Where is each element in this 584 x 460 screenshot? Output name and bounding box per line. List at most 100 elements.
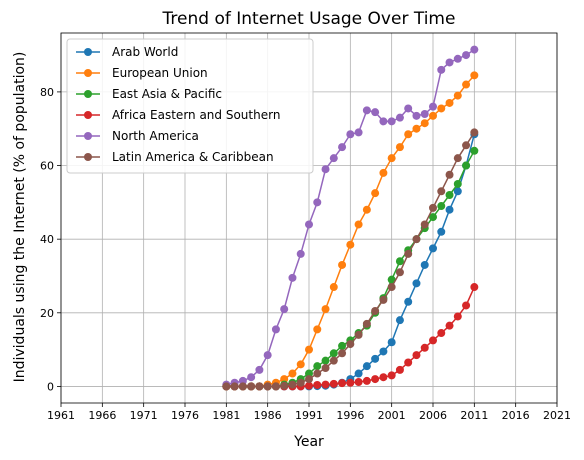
data-point (321, 165, 330, 174)
data-point (395, 257, 404, 266)
data-point (371, 375, 380, 384)
data-point (288, 380, 297, 389)
data-point (222, 382, 231, 391)
legend-label: Arab World (112, 45, 178, 59)
data-point (338, 349, 347, 358)
data-point (305, 220, 313, 229)
data-point (437, 202, 446, 211)
data-point (313, 380, 322, 389)
data-point (462, 141, 471, 150)
data-point (404, 249, 413, 258)
data-point (329, 356, 338, 365)
legend: Arab World European Union East Asia & Paci… (66, 38, 314, 174)
data-point (395, 113, 404, 122)
data-point (346, 130, 355, 139)
data-point (271, 325, 280, 334)
data-point (420, 343, 429, 352)
data-point (354, 330, 363, 339)
data-point (371, 354, 380, 363)
x-tick-label: 1996 (336, 409, 364, 422)
data-point (329, 283, 338, 292)
data-point (263, 351, 272, 360)
legend-entry: Arab World (76, 45, 178, 59)
data-point (453, 187, 462, 196)
legend-entry: North America (76, 129, 199, 143)
y-tick-label: 80 (40, 86, 54, 99)
data-point (445, 205, 454, 214)
data-point (453, 312, 462, 321)
data-point (470, 146, 479, 155)
data-point (321, 305, 330, 314)
legend-label: Africa Eastern and Southern (112, 108, 280, 122)
data-point (247, 382, 256, 391)
data-point (429, 336, 437, 345)
data-point (296, 249, 305, 258)
data-point (445, 190, 454, 199)
data-point (412, 111, 421, 120)
data-point (288, 369, 297, 378)
x-axis-ticks: 1961 1966 1971 1976 1981 1986 1991 1996 2001 2006… (47, 403, 571, 422)
data-point (445, 98, 454, 107)
legend-marker (84, 48, 92, 56)
data-point (305, 345, 313, 354)
data-point (404, 130, 413, 139)
data-point (462, 161, 471, 170)
data-point (338, 379, 347, 388)
legend-box (66, 38, 314, 174)
data-point (387, 283, 396, 292)
data-point (412, 279, 421, 288)
data-point (362, 319, 371, 328)
data-point (470, 283, 479, 292)
data-point (354, 220, 363, 229)
legend-label: East Asia & Pacific (112, 87, 222, 101)
data-point (379, 168, 388, 177)
legend-label: European Union (112, 66, 208, 80)
data-point (263, 382, 272, 391)
series-5 (222, 128, 479, 391)
data-point (429, 111, 437, 120)
x-tick-label: 1961 (47, 409, 75, 422)
data-point (305, 381, 313, 390)
data-point (255, 365, 264, 374)
data-point (280, 305, 289, 314)
legend-label: North America (112, 129, 199, 143)
data-point (437, 104, 446, 113)
data-point (255, 382, 264, 391)
data-point (420, 109, 429, 118)
x-tick-label: 1991 (295, 409, 323, 422)
data-point (280, 381, 289, 390)
data-point (354, 128, 363, 137)
data-point (313, 325, 322, 334)
data-point (420, 220, 429, 229)
data-point (296, 360, 305, 369)
data-point (379, 295, 388, 304)
data-point (354, 378, 363, 387)
data-point (470, 128, 479, 137)
data-point (338, 260, 347, 269)
legend-entry: Latin America & Caribbean (76, 150, 274, 164)
data-point (420, 260, 429, 269)
legend-marker (84, 69, 92, 77)
series-4 (222, 45, 479, 389)
data-point (429, 203, 437, 212)
data-point (288, 273, 297, 282)
x-tick-label: 1981 (212, 409, 240, 422)
data-point (379, 347, 388, 356)
legend-marker (84, 111, 92, 119)
data-point (313, 369, 322, 378)
data-point (404, 358, 413, 367)
data-point (404, 297, 413, 306)
x-axis-label: Year (293, 434, 324, 450)
data-point (354, 369, 363, 378)
y-tick-label: 60 (40, 160, 54, 173)
data-point (230, 382, 239, 391)
legend-entry: East Asia & Pacific (76, 87, 222, 101)
data-point (321, 356, 330, 365)
data-point (445, 58, 454, 67)
data-point (362, 362, 371, 371)
data-point (404, 104, 413, 113)
data-point (437, 187, 446, 196)
data-point (346, 378, 355, 387)
x-tick-label: 1971 (130, 409, 158, 422)
y-axis-label: Individuals using the Internet (% of pop… (12, 52, 28, 383)
